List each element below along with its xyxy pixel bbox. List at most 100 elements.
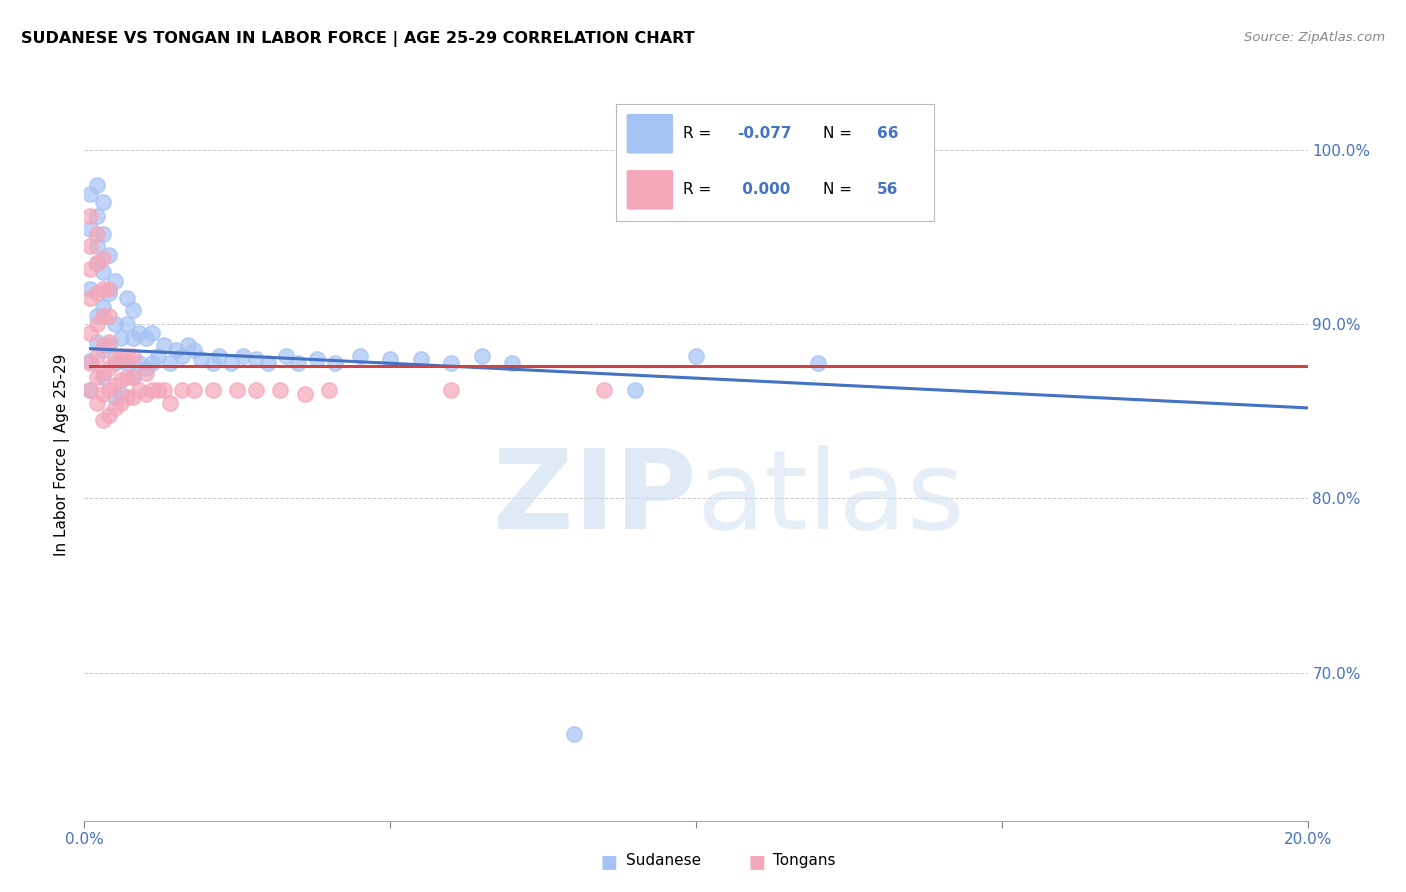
Point: [104, 352, 127, 367]
Point: [122, 349, 145, 363]
Point: [593, 384, 616, 398]
Point: [276, 349, 298, 363]
Text: SUDANESE VS TONGAN IN LABOR FORCE | AGE 25-29 CORRELATION CHART: SUDANESE VS TONGAN IN LABOR FORCE | AGE …: [21, 31, 695, 47]
Point: [97, 360, 120, 375]
Point: [135, 331, 157, 345]
Point: [104, 318, 127, 332]
Point: [245, 352, 267, 367]
Point: [128, 384, 150, 398]
Point: [79, 356, 101, 370]
Point: [79, 291, 101, 305]
Point: [97, 334, 120, 349]
Point: [79, 384, 101, 398]
Point: [86, 256, 108, 270]
Point: [91, 227, 114, 241]
Point: [97, 338, 120, 352]
Point: [685, 349, 707, 363]
Point: [79, 186, 101, 201]
Point: [141, 384, 163, 398]
Point: [86, 349, 108, 363]
Point: [409, 352, 432, 367]
Y-axis label: In Labor Force | Age 25-29: In Labor Force | Age 25-29: [55, 354, 70, 556]
Point: [79, 283, 101, 297]
Point: [110, 349, 132, 363]
Point: [159, 395, 181, 409]
Point: [305, 352, 328, 367]
Point: [380, 352, 402, 367]
Point: [146, 384, 169, 398]
Point: [97, 283, 120, 297]
Point: [86, 395, 108, 409]
Point: [79, 384, 101, 398]
Point: [183, 384, 205, 398]
Point: [172, 349, 194, 363]
Point: [159, 356, 181, 370]
Point: [183, 343, 205, 358]
Point: [104, 356, 127, 370]
Point: [294, 387, 316, 401]
Point: [115, 349, 138, 363]
Point: [91, 369, 114, 384]
Point: [562, 726, 585, 740]
Point: [287, 356, 309, 370]
Point: [91, 265, 114, 279]
Point: [502, 356, 524, 370]
Point: [104, 274, 127, 288]
Point: [86, 285, 108, 300]
Point: [110, 373, 132, 387]
Point: [440, 356, 463, 370]
Point: [201, 384, 224, 398]
Point: [257, 356, 280, 370]
Point: [226, 384, 249, 398]
Point: [79, 221, 101, 235]
Text: atlas: atlas: [696, 445, 965, 552]
Text: Sudanese: Sudanese: [626, 854, 700, 868]
Point: [110, 387, 132, 401]
Point: [128, 326, 150, 340]
Point: [807, 356, 830, 370]
Point: [86, 318, 108, 332]
Point: [91, 300, 114, 314]
Point: [97, 384, 120, 398]
Point: [97, 285, 120, 300]
Point: [86, 334, 108, 349]
Point: [122, 391, 145, 405]
Point: [153, 338, 176, 352]
Point: [97, 309, 120, 323]
Point: [91, 338, 114, 352]
Point: [86, 256, 108, 270]
Point: [91, 366, 114, 380]
Point: [97, 408, 120, 422]
Point: [91, 343, 114, 358]
Point: [115, 318, 138, 332]
Point: [104, 378, 127, 392]
Point: [91, 195, 114, 210]
Point: [91, 283, 114, 297]
Point: [115, 291, 138, 305]
Point: [122, 303, 145, 318]
Text: ▪: ▪: [600, 847, 619, 875]
Point: [91, 387, 114, 401]
Point: [135, 387, 157, 401]
Point: [232, 349, 254, 363]
Point: [97, 247, 120, 261]
Point: [79, 210, 101, 224]
Point: [219, 356, 242, 370]
Point: [172, 384, 194, 398]
Point: [153, 384, 176, 398]
Point: [146, 349, 169, 363]
Text: Tongans: Tongans: [773, 854, 835, 868]
Point: [110, 331, 132, 345]
Point: [122, 369, 145, 384]
Point: [110, 395, 132, 409]
Text: Source: ZipAtlas.com: Source: ZipAtlas.com: [1244, 31, 1385, 45]
Point: [91, 309, 114, 323]
Point: [624, 384, 647, 398]
Point: [135, 366, 157, 380]
Point: [141, 326, 163, 340]
Point: [86, 227, 108, 241]
Point: [128, 356, 150, 370]
Text: ▪: ▪: [748, 847, 766, 875]
Point: [440, 384, 463, 398]
Point: [91, 413, 114, 427]
